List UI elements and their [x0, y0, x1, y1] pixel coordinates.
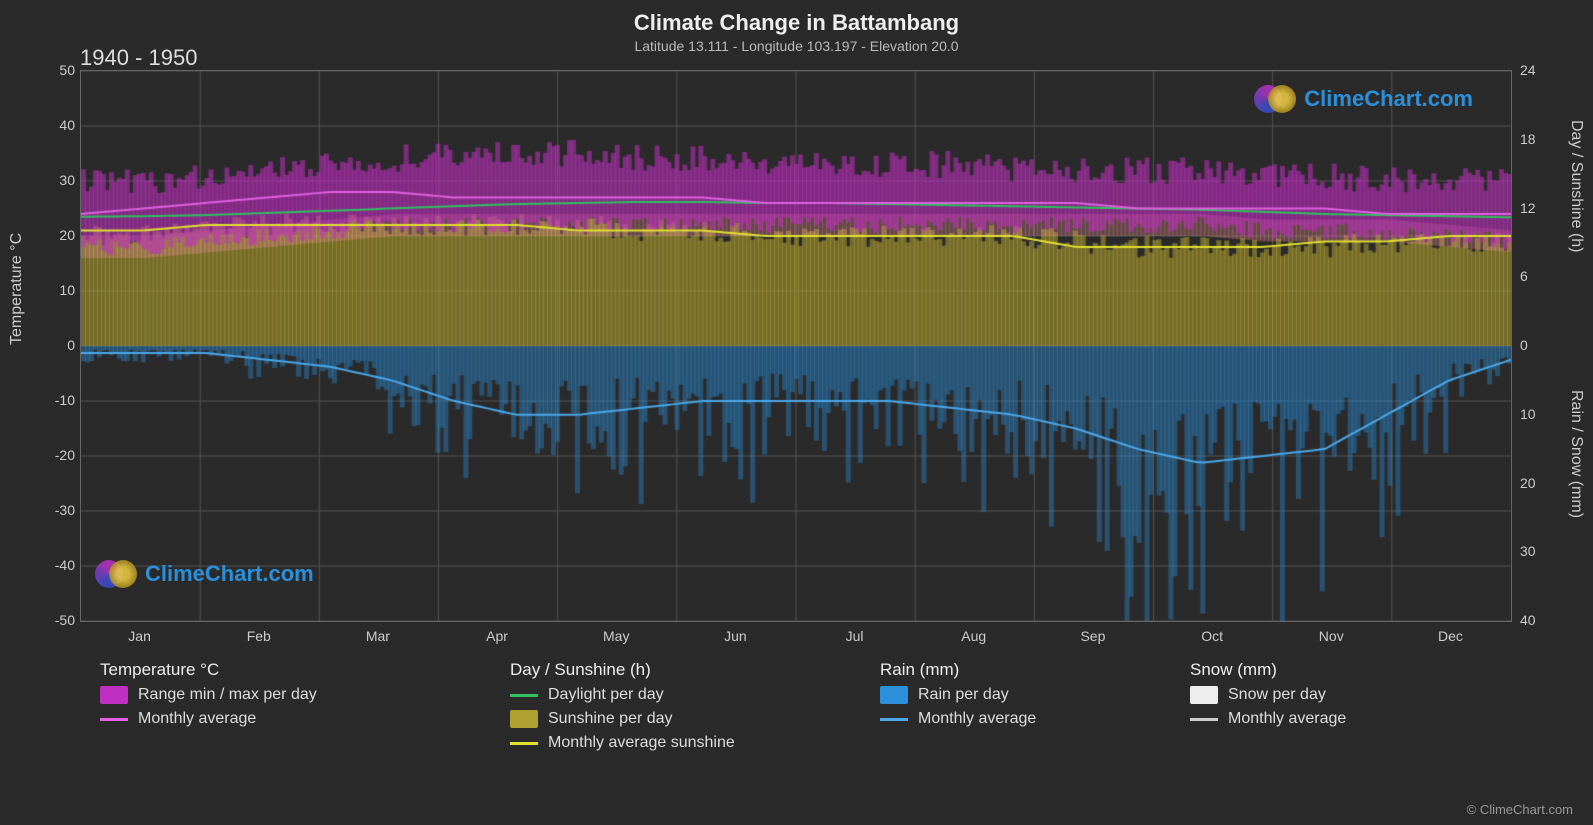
legend-group: Snow (mm) Snow per day Monthly average: [1190, 660, 1490, 758]
x-tick: Aug: [961, 628, 986, 644]
x-tick: Apr: [486, 628, 508, 644]
legend-line-icon: [510, 742, 538, 745]
legend-swatch-icon: [1190, 686, 1218, 704]
y-axis-right-bottom-label: Rain / Snow (mm): [1567, 390, 1585, 518]
y-right-top-tick: 24: [1520, 62, 1536, 78]
legend-item: Daylight per day: [510, 686, 870, 704]
climate-chart-container: Climate Change in Battambang Latitude 13…: [0, 0, 1593, 825]
copyright: © ClimeChart.com: [1467, 802, 1573, 817]
chart-title: Climate Change in Battambang: [634, 10, 959, 36]
y-left-tick: -20: [55, 447, 75, 463]
legend-swatch-icon: [100, 686, 128, 704]
x-tick: Feb: [247, 628, 271, 644]
legend-group: Temperature °C Range min / max per day Mon…: [100, 660, 500, 758]
chart-subtitle: Latitude 13.111 - Longitude 103.197 - El…: [634, 38, 958, 54]
legend-item-label: Monthly average: [138, 710, 256, 728]
x-tick: Jun: [724, 628, 747, 644]
y-left-tick: -10: [55, 392, 75, 408]
plot-canvas: [81, 71, 1511, 621]
x-tick: Mar: [366, 628, 390, 644]
legend-item: Range min / max per day: [100, 686, 500, 704]
legend-item: Sunshine per day: [510, 710, 870, 728]
legend-item: Monthly average: [1190, 710, 1490, 728]
legend-item-label: Monthly average: [918, 710, 1036, 728]
legend-group-title: Day / Sunshine (h): [510, 660, 870, 680]
plot-area: [80, 70, 1512, 622]
y-right-top-tick: 6: [1520, 268, 1528, 284]
y-left-tick: 30: [59, 172, 75, 188]
legend-line-icon: [880, 718, 908, 721]
x-tick: Dec: [1438, 628, 1463, 644]
y-right-top-tick: 0: [1520, 337, 1528, 353]
period-label: 1940 - 1950: [80, 45, 197, 71]
legend-group-title: Temperature °C: [100, 660, 500, 680]
legend-line-icon: [100, 718, 128, 721]
y-left-tick: 20: [59, 227, 75, 243]
y-axis-left-label: Temperature °C: [8, 233, 26, 345]
y-left-tick: -50: [55, 612, 75, 628]
legend-swatch-icon: [510, 710, 538, 728]
legend: Temperature °C Range min / max per day Mon…: [100, 660, 1490, 758]
y-left-tick: -40: [55, 557, 75, 573]
legend-item-label: Snow per day: [1228, 686, 1326, 704]
legend-item: Snow per day: [1190, 686, 1490, 704]
y-right-top-tick: 18: [1520, 131, 1536, 147]
legend-item: Monthly average: [100, 710, 500, 728]
legend-swatch-icon: [880, 686, 908, 704]
y-axis-right-top-label: Day / Sunshine (h): [1567, 120, 1585, 253]
y-right-bottom-tick: 10: [1520, 406, 1536, 422]
legend-item: Monthly average sunshine: [510, 734, 870, 752]
legend-line-icon: [510, 694, 538, 697]
legend-group-title: Rain (mm): [880, 660, 1180, 680]
legend-group: Rain (mm) Rain per day Monthly average: [880, 660, 1180, 758]
x-tick: Jan: [128, 628, 151, 644]
x-tick: Sep: [1080, 628, 1105, 644]
legend-item-label: Daylight per day: [548, 686, 664, 704]
legend-item-label: Rain per day: [918, 686, 1009, 704]
legend-item-label: Monthly average: [1228, 710, 1346, 728]
legend-line-icon: [1190, 718, 1218, 721]
x-tick: Nov: [1319, 628, 1344, 644]
legend-item-label: Range min / max per day: [138, 686, 317, 704]
x-tick: Jul: [846, 628, 864, 644]
x-tick: Oct: [1201, 628, 1223, 644]
y-right-bottom-tick: 30: [1520, 543, 1536, 559]
y-right-bottom-tick: 20: [1520, 475, 1536, 491]
legend-group-title: Snow (mm): [1190, 660, 1490, 680]
x-tick: May: [603, 628, 629, 644]
legend-item: Rain per day: [880, 686, 1180, 704]
y-left-tick: 50: [59, 62, 75, 78]
legend-group: Day / Sunshine (h) Daylight per day Sunshi…: [510, 660, 870, 758]
y-right-bottom-tick: 40: [1520, 612, 1536, 628]
legend-item-label: Sunshine per day: [548, 710, 673, 728]
legend-item-label: Monthly average sunshine: [548, 734, 735, 752]
y-left-tick: 0: [67, 337, 75, 353]
y-left-tick: 40: [59, 117, 75, 133]
y-right-top-tick: 12: [1520, 200, 1536, 216]
legend-item: Monthly average: [880, 710, 1180, 728]
y-left-tick: 10: [59, 282, 75, 298]
y-left-tick: -30: [55, 502, 75, 518]
